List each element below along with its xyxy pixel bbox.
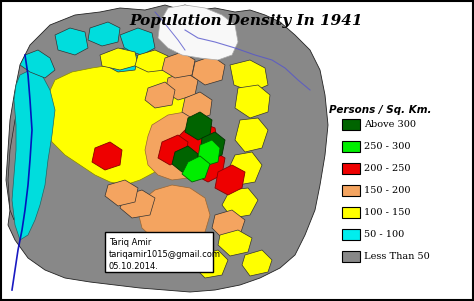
Polygon shape — [145, 82, 175, 108]
Polygon shape — [100, 48, 138, 70]
FancyBboxPatch shape — [342, 141, 360, 152]
Polygon shape — [200, 132, 225, 160]
Text: Tariq Amir: Tariq Amir — [109, 238, 151, 247]
Text: 250 - 300: 250 - 300 — [364, 142, 410, 151]
Polygon shape — [105, 48, 138, 72]
Polygon shape — [218, 230, 252, 256]
Polygon shape — [120, 28, 155, 55]
Polygon shape — [212, 210, 245, 238]
FancyBboxPatch shape — [342, 229, 360, 240]
Polygon shape — [120, 190, 155, 218]
FancyBboxPatch shape — [342, 207, 360, 218]
Polygon shape — [228, 152, 262, 185]
Polygon shape — [12, 70, 55, 240]
Text: Persons / Sq. Km.: Persons / Sq. Km. — [329, 105, 431, 115]
Polygon shape — [55, 28, 88, 55]
Polygon shape — [182, 92, 212, 120]
Polygon shape — [6, 5, 328, 292]
Polygon shape — [158, 135, 188, 165]
Polygon shape — [198, 140, 220, 166]
Text: 200 - 250: 200 - 250 — [364, 164, 410, 173]
Text: 150 - 200: 150 - 200 — [364, 186, 410, 195]
Text: Population Density In 1941: Population Density In 1941 — [130, 14, 363, 28]
Polygon shape — [145, 112, 215, 180]
Polygon shape — [185, 112, 212, 140]
Polygon shape — [135, 50, 168, 72]
Polygon shape — [192, 56, 225, 85]
Polygon shape — [235, 85, 270, 118]
Text: 50 - 100: 50 - 100 — [364, 230, 404, 239]
Polygon shape — [182, 156, 210, 182]
Polygon shape — [215, 165, 245, 195]
FancyBboxPatch shape — [342, 119, 360, 130]
Text: tariqamir1015@gmail.com: tariqamir1015@gmail.com — [109, 250, 221, 259]
Polygon shape — [138, 185, 210, 246]
Polygon shape — [138, 240, 175, 265]
Polygon shape — [165, 244, 200, 270]
Polygon shape — [222, 188, 258, 218]
Polygon shape — [88, 22, 120, 46]
Polygon shape — [172, 146, 198, 172]
Polygon shape — [92, 142, 122, 170]
Text: Less Than 50: Less Than 50 — [364, 252, 430, 261]
Text: 100 - 150: 100 - 150 — [364, 208, 410, 217]
FancyBboxPatch shape — [342, 185, 360, 196]
Polygon shape — [230, 60, 268, 92]
Text: Above 300: Above 300 — [364, 120, 416, 129]
Polygon shape — [45, 60, 190, 185]
Polygon shape — [162, 52, 195, 78]
FancyBboxPatch shape — [105, 232, 213, 272]
Polygon shape — [20, 50, 55, 78]
Polygon shape — [175, 122, 218, 162]
FancyBboxPatch shape — [342, 163, 360, 174]
Polygon shape — [195, 150, 225, 182]
Polygon shape — [8, 72, 35, 220]
Text: 05.10.2014.: 05.10.2014. — [109, 262, 159, 271]
Polygon shape — [195, 250, 228, 278]
Polygon shape — [165, 72, 198, 100]
Polygon shape — [105, 180, 138, 206]
Polygon shape — [242, 250, 272, 276]
FancyBboxPatch shape — [342, 251, 360, 262]
Polygon shape — [235, 118, 268, 152]
Polygon shape — [158, 5, 238, 60]
